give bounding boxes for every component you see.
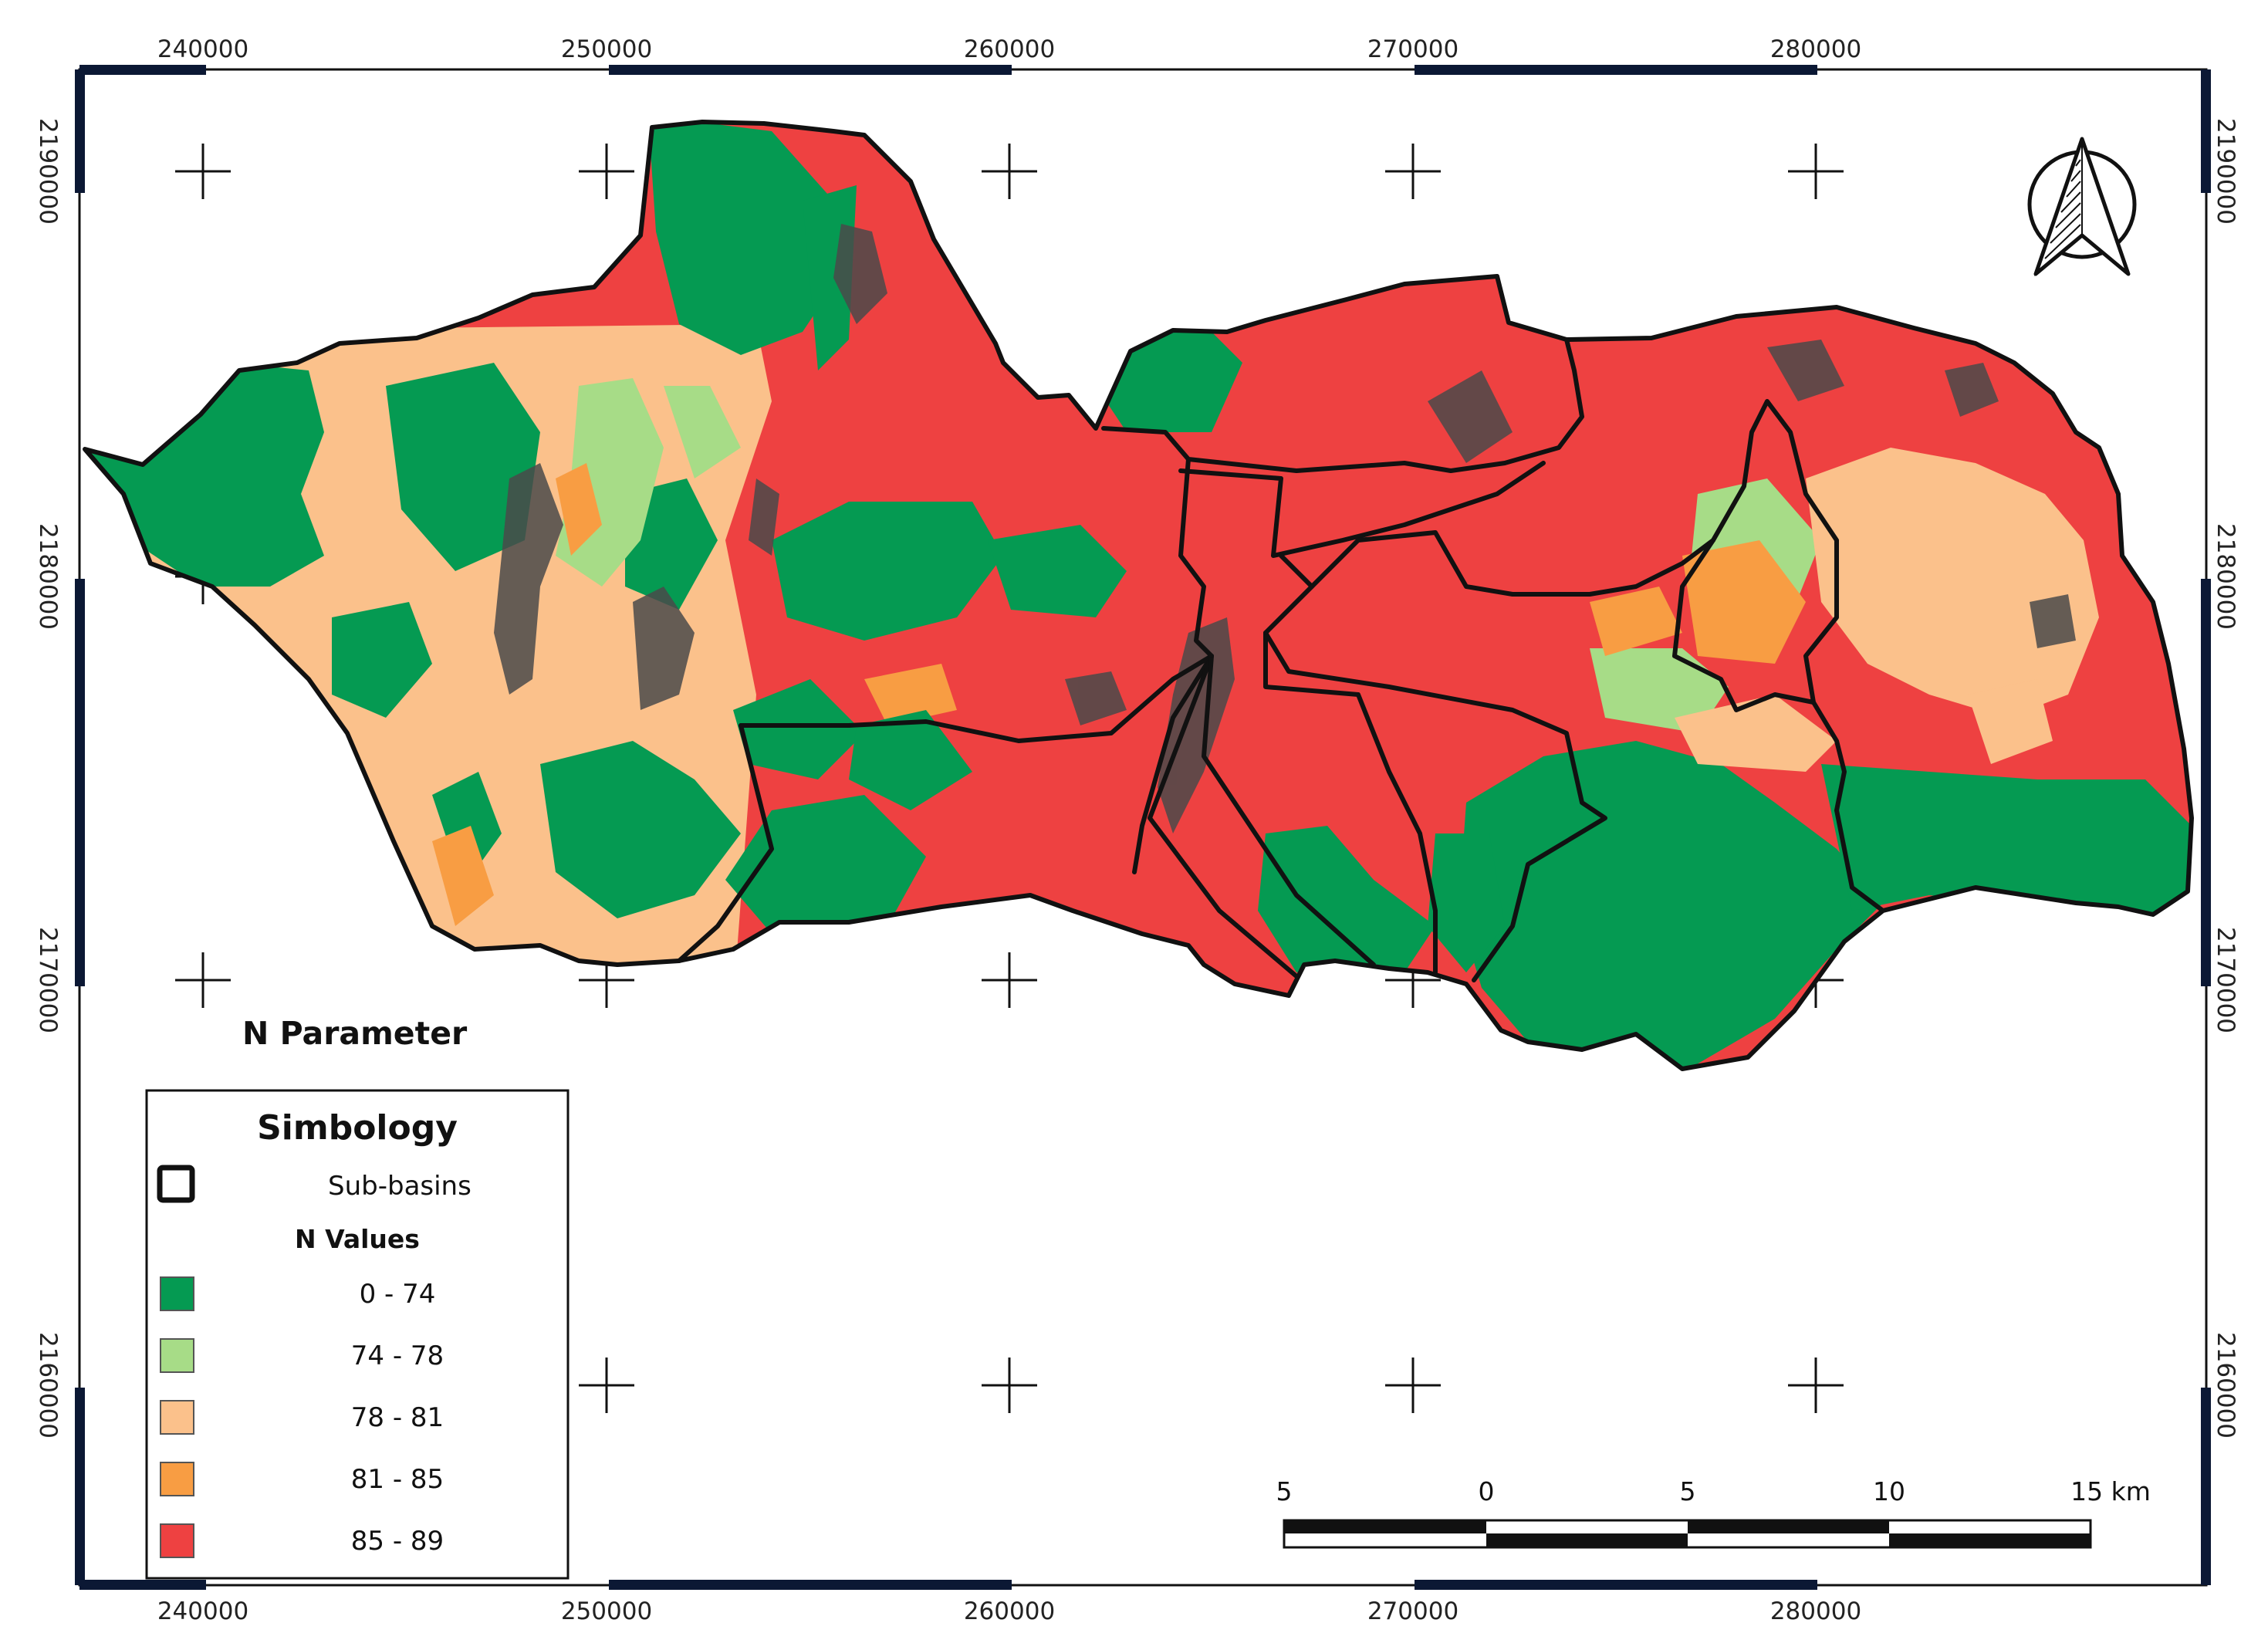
x-label: 250000 bbox=[561, 1598, 652, 1625]
x-label: 250000 bbox=[561, 36, 652, 63]
y-coordinate-labels-right: 2190000 2180000 2170000 2160000 bbox=[2212, 118, 2239, 1439]
legend-swatch bbox=[160, 1523, 194, 1558]
grid-cross bbox=[1385, 144, 1441, 199]
legend-class-label: 74 - 78 bbox=[351, 1341, 444, 1371]
zone-green-center-5 bbox=[725, 795, 926, 934]
watershed bbox=[83, 120, 2194, 1071]
zone-orange-2 bbox=[556, 463, 602, 556]
grid-cross bbox=[175, 952, 231, 1008]
y-coordinate-labels-left: 2190000 2180000 2170000 2160000 bbox=[34, 118, 62, 1439]
zone-east-light-orange-2 bbox=[1968, 679, 2053, 764]
x-label: 260000 bbox=[964, 36, 1055, 63]
zone-green-7 bbox=[648, 122, 849, 355]
zone-green-center-2 bbox=[988, 525, 1127, 617]
y-label: 2190000 bbox=[2212, 118, 2239, 225]
scale-label: 10 bbox=[1873, 1476, 1905, 1506]
x-label: 280000 bbox=[1770, 36, 1861, 63]
map-title: N Parameter bbox=[242, 1015, 468, 1052]
zone-green-center-1 bbox=[772, 502, 1003, 641]
grid-cross bbox=[579, 144, 634, 199]
y-label: 2180000 bbox=[2212, 523, 2239, 630]
y-label: 2190000 bbox=[34, 118, 62, 225]
x-label: 260000 bbox=[964, 1598, 1055, 1625]
zone-green-southcenter bbox=[1428, 833, 1505, 972]
y-label: 2160000 bbox=[34, 1332, 62, 1439]
y-label: 2180000 bbox=[34, 523, 62, 630]
grid-cross bbox=[982, 952, 1037, 1008]
x-label: 240000 bbox=[157, 36, 248, 63]
north-arrow-icon bbox=[2027, 137, 2137, 277]
x-label: 270000 bbox=[1367, 36, 1458, 63]
grid-cross bbox=[579, 1358, 634, 1413]
legend-class-label: 85 - 89 bbox=[351, 1526, 444, 1557]
legend-class-label: 78 - 81 bbox=[351, 1402, 444, 1433]
grid-cross bbox=[1385, 1358, 1441, 1413]
zone-green-southeast bbox=[1458, 741, 1883, 1069]
legend-swatch bbox=[160, 1276, 194, 1311]
scale-label: 0 bbox=[1479, 1476, 1495, 1506]
urban-areas bbox=[494, 224, 2076, 833]
grid-cross bbox=[982, 1358, 1037, 1413]
scale-bar: 5 0 5 10 15 km bbox=[1276, 1476, 2151, 1549]
map-frame bbox=[75, 65, 2211, 1590]
scale-label: 15 km bbox=[2070, 1476, 2151, 1506]
zone-orange-3 bbox=[1682, 540, 1806, 664]
basin-outline bbox=[83, 120, 2194, 1071]
grid-cross bbox=[982, 144, 1037, 199]
zone-southeast-orange bbox=[1675, 695, 1837, 772]
scale-label: 5 bbox=[1680, 1476, 1696, 1506]
grid-cross bbox=[1788, 1358, 1844, 1413]
zone-light-green-2 bbox=[664, 386, 741, 478]
zone-green-east bbox=[1821, 764, 2192, 926]
zone-orange-4 bbox=[1590, 587, 1682, 656]
zone-orange-5 bbox=[864, 664, 957, 725]
scale-label: 5 bbox=[1276, 1476, 1293, 1506]
zone-green-2 bbox=[386, 363, 540, 571]
x-label: 270000 bbox=[1367, 1598, 1458, 1625]
grid-cross bbox=[1788, 144, 1844, 199]
zone-green-1 bbox=[85, 363, 324, 587]
legend-swatch bbox=[160, 1338, 194, 1373]
zone-green-center-4 bbox=[849, 710, 972, 810]
legend-classes: 0 - 74 74 - 78 78 - 81 81 - 85 85 - 89 bbox=[160, 1276, 444, 1558]
legend-class-label: 0 - 74 bbox=[360, 1279, 436, 1310]
y-label: 2170000 bbox=[2212, 927, 2239, 1033]
legend-subbasin-swatch bbox=[157, 1165, 195, 1203]
x-coordinate-labels-top: 240000 250000 260000 270000 280000 bbox=[157, 36, 1861, 63]
legend-swatch bbox=[160, 1400, 194, 1435]
zone-light-green-3 bbox=[1590, 648, 1729, 733]
x-coordinate-labels-bottom: 240000 250000 260000 270000 280000 bbox=[157, 1598, 1861, 1625]
y-label: 2160000 bbox=[2212, 1332, 2239, 1439]
legend-subbasin-label: Sub-basins bbox=[328, 1171, 472, 1202]
legend-class-label: 81 - 85 bbox=[351, 1464, 444, 1495]
zone-green-center-3 bbox=[733, 679, 864, 779]
y-label: 2170000 bbox=[34, 927, 62, 1033]
x-label: 280000 bbox=[1770, 1598, 1861, 1625]
subbasin-boundaries bbox=[677, 337, 1885, 982]
legend-title: Simbology bbox=[257, 1108, 458, 1148]
x-label: 240000 bbox=[157, 1598, 248, 1625]
zone-green-4 bbox=[625, 478, 718, 610]
legend-swatch bbox=[160, 1462, 194, 1496]
legend: Simbology Sub-basins N Values 0 - 74 74 -… bbox=[145, 1089, 570, 1580]
grid-cross bbox=[175, 144, 231, 199]
zone-green-5 bbox=[540, 741, 741, 918]
legend-values-header: N Values bbox=[295, 1224, 420, 1254]
zone-orange-1 bbox=[432, 826, 494, 926]
zone-green-south bbox=[1258, 826, 1435, 972]
zone-east-light-orange bbox=[1806, 448, 2099, 718]
zone-green-3 bbox=[332, 602, 432, 718]
